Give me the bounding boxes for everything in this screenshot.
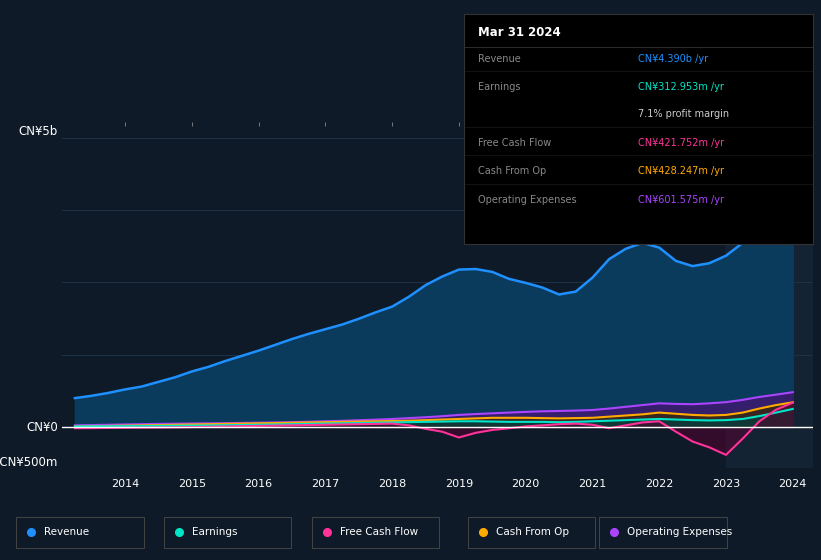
Text: 2014: 2014 bbox=[111, 479, 139, 489]
Text: 2020: 2020 bbox=[511, 479, 539, 489]
Text: Free Cash Flow: Free Cash Flow bbox=[340, 528, 418, 537]
Text: 2021: 2021 bbox=[578, 479, 607, 489]
Text: Cash From Op: Cash From Op bbox=[478, 166, 546, 176]
Text: 2023: 2023 bbox=[712, 479, 740, 489]
Text: 2019: 2019 bbox=[445, 479, 473, 489]
Text: -CN¥500m: -CN¥500m bbox=[0, 456, 57, 469]
Text: Mar 31 2024: Mar 31 2024 bbox=[478, 26, 561, 39]
Text: 2024: 2024 bbox=[778, 479, 807, 489]
Text: Earnings: Earnings bbox=[478, 82, 521, 92]
Text: 2015: 2015 bbox=[177, 479, 206, 489]
Text: Operating Expenses: Operating Expenses bbox=[478, 195, 576, 205]
Text: 2022: 2022 bbox=[645, 479, 673, 489]
Text: CN¥601.575m /yr: CN¥601.575m /yr bbox=[639, 195, 724, 205]
Text: CN¥0: CN¥0 bbox=[26, 421, 57, 433]
Text: 2017: 2017 bbox=[311, 479, 339, 489]
Text: Cash From Op: Cash From Op bbox=[496, 528, 569, 537]
Text: CN¥312.953m /yr: CN¥312.953m /yr bbox=[639, 82, 724, 92]
Text: CN¥421.752m /yr: CN¥421.752m /yr bbox=[639, 138, 724, 148]
Text: 2018: 2018 bbox=[378, 479, 406, 489]
Text: Operating Expenses: Operating Expenses bbox=[627, 528, 732, 537]
Text: 7.1% profit margin: 7.1% profit margin bbox=[639, 109, 729, 119]
Text: Revenue: Revenue bbox=[44, 528, 89, 537]
Text: Free Cash Flow: Free Cash Flow bbox=[478, 138, 551, 148]
Text: CN¥4.390b /yr: CN¥4.390b /yr bbox=[639, 54, 709, 64]
Bar bbox=[726, 126, 821, 468]
Text: Revenue: Revenue bbox=[478, 54, 521, 64]
Text: Earnings: Earnings bbox=[192, 528, 237, 537]
Text: 2016: 2016 bbox=[245, 479, 273, 489]
Text: CN¥5b: CN¥5b bbox=[19, 124, 57, 138]
Text: CN¥428.247m /yr: CN¥428.247m /yr bbox=[639, 166, 724, 176]
